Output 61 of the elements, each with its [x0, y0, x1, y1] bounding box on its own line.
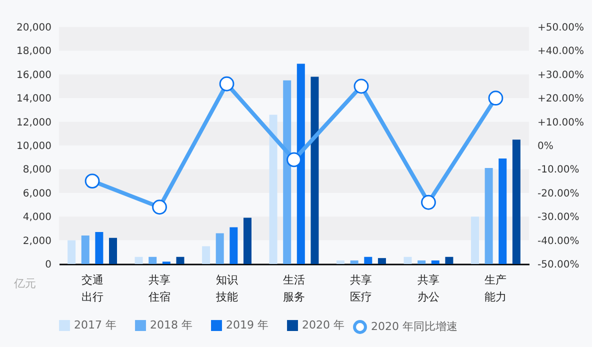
- y-tick-label: 16,000: [16, 70, 52, 81]
- x-tick-label: 共享医疗: [350, 274, 372, 304]
- bar: [350, 260, 358, 264]
- bar: [269, 114, 278, 264]
- y-tick-label: 8,000: [22, 164, 52, 176]
- bar: [445, 256, 454, 264]
- bar: [418, 260, 426, 264]
- bar: [202, 246, 210, 264]
- bar: [134, 256, 143, 264]
- bar: [216, 233, 224, 264]
- bar: [95, 232, 104, 264]
- y-tick-label: 10,000: [16, 141, 52, 152]
- y-tick-label: 18,000: [16, 46, 52, 58]
- y2-tick-label: +10.00%: [538, 117, 584, 128]
- bar: [470, 216, 479, 264]
- y2-tick-label: +50.00%: [538, 22, 584, 34]
- legend-label: 2020 年: [302, 318, 344, 332]
- legend-label: 2019 年: [226, 318, 268, 332]
- bar: [484, 168, 493, 264]
- y-tick-label: 4,000: [22, 212, 52, 224]
- y2-tick-label: -40.00%: [538, 236, 580, 247]
- bar: [176, 256, 184, 264]
- y-tick-label: 12,000: [16, 117, 52, 128]
- bar: [364, 256, 372, 264]
- text: 亿元: [13, 277, 36, 290]
- bar: [148, 256, 157, 264]
- y2-tick-label: -10.00%: [538, 164, 580, 176]
- x-tick-label: 生产能力: [484, 274, 507, 304]
- y2-tick-label: -50.00%: [538, 260, 580, 270]
- bar: [283, 80, 292, 264]
- y-tick-label: 20,000: [16, 22, 52, 34]
- y-tick-label: 14,000: [16, 94, 52, 105]
- y2-tick-label: +40.00%: [538, 46, 584, 58]
- legend-label: 2020 年同比增速: [371, 320, 458, 333]
- bar: [404, 256, 412, 264]
- y-tick-label: 0: [45, 260, 52, 270]
- bar: [378, 258, 386, 264]
- bar: [81, 236, 90, 264]
- bar: [68, 240, 76, 264]
- x-tick-label: 共享办公: [417, 274, 440, 304]
- x-tick-label: 知识技能: [214, 274, 238, 304]
- x-tick-label: 交通出行: [81, 274, 104, 304]
- x-tick-label: 共享住宿: [148, 274, 171, 304]
- bar: [336, 260, 345, 264]
- y2-tick-label: +30.00%: [538, 70, 584, 81]
- bar: [498, 158, 507, 264]
- bar: [109, 238, 118, 264]
- legend-label: 2017 年: [74, 318, 116, 332]
- y2-tick-label: -20.00%: [538, 188, 580, 200]
- bar: [310, 76, 319, 264]
- bar: [512, 140, 520, 264]
- y-tick-label: 6,000: [22, 188, 52, 200]
- x-tick-label: 生活服务: [283, 274, 305, 304]
- y2-tick-label: +20.00%: [538, 94, 584, 105]
- y2-tick-label: 0%: [538, 141, 554, 152]
- bar: [230, 227, 238, 264]
- bar: [243, 218, 252, 264]
- legend-label: 2018 年: [150, 318, 192, 332]
- y2-tick-label: -30.00%: [538, 212, 580, 224]
- bar: [431, 260, 440, 264]
- y-tick-label: 2,000: [22, 236, 52, 247]
